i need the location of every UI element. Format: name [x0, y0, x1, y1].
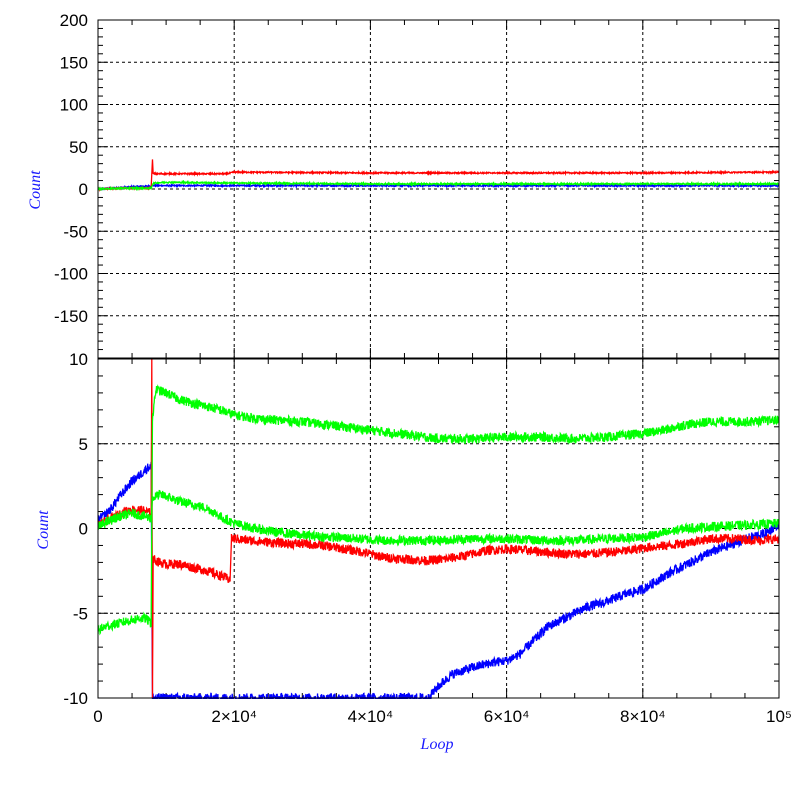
upper-y-tick-label: 150 [60, 53, 88, 72]
lower-y-tick-label: 0 [79, 520, 88, 539]
lower-series-line [98, 358, 779, 699]
lower-y-tick-label: 10 [69, 350, 88, 369]
lower-y-tick-label: -5 [73, 604, 88, 623]
upper-y-tick-label: -100 [54, 265, 88, 284]
lower-y-tick-label: 5 [79, 435, 88, 454]
upper-series-group [98, 159, 779, 192]
lower-y-axis-label: Count [35, 510, 52, 550]
x-tick-label: 0 [93, 707, 102, 726]
upper-panel: 200 150 100 50 0 -50 -100 -150 [54, 11, 780, 359]
lower-panel: 10 5 0 -5 -10 0 2×10⁴ 4×10⁴ 6×10⁴ 8×10⁴ 10⁵ [63, 350, 792, 726]
x-axis-label: Loop [420, 736, 454, 753]
upper-y-tick-label: 100 [60, 96, 88, 115]
upper-y-tick-label: -150 [54, 307, 88, 326]
upper-y-tick-label: 200 [60, 11, 88, 30]
upper-y-tick-label: -50 [63, 222, 88, 241]
x-tick-label: 10⁵ [766, 707, 792, 726]
upper-y-tick-label: 50 [69, 138, 88, 157]
x-tick-label: 6×10⁴ [484, 707, 530, 726]
upper-series-line [98, 182, 779, 191]
lower-series-line [98, 384, 779, 636]
lower-series-group [98, 358, 779, 699]
x-tick-label: 8×10⁴ [620, 707, 666, 726]
lower-plot-frame [97, 358, 780, 699]
x-tick-label: 4×10⁴ [348, 707, 394, 726]
upper-series-line [98, 179, 779, 192]
upper-series-line [98, 159, 779, 192]
upper-y-tick-label: 0 [79, 180, 88, 199]
x-tick-label: 2×10⁴ [211, 707, 257, 726]
axis-labels: Count Count Loop [27, 170, 453, 753]
upper-plot-frame [97, 19, 780, 359]
lower-series-line [98, 461, 779, 699]
lower-series-line [98, 489, 779, 548]
upper-y-axis-label: Count [27, 170, 44, 210]
lower-y-tick-label: -10 [63, 689, 88, 708]
